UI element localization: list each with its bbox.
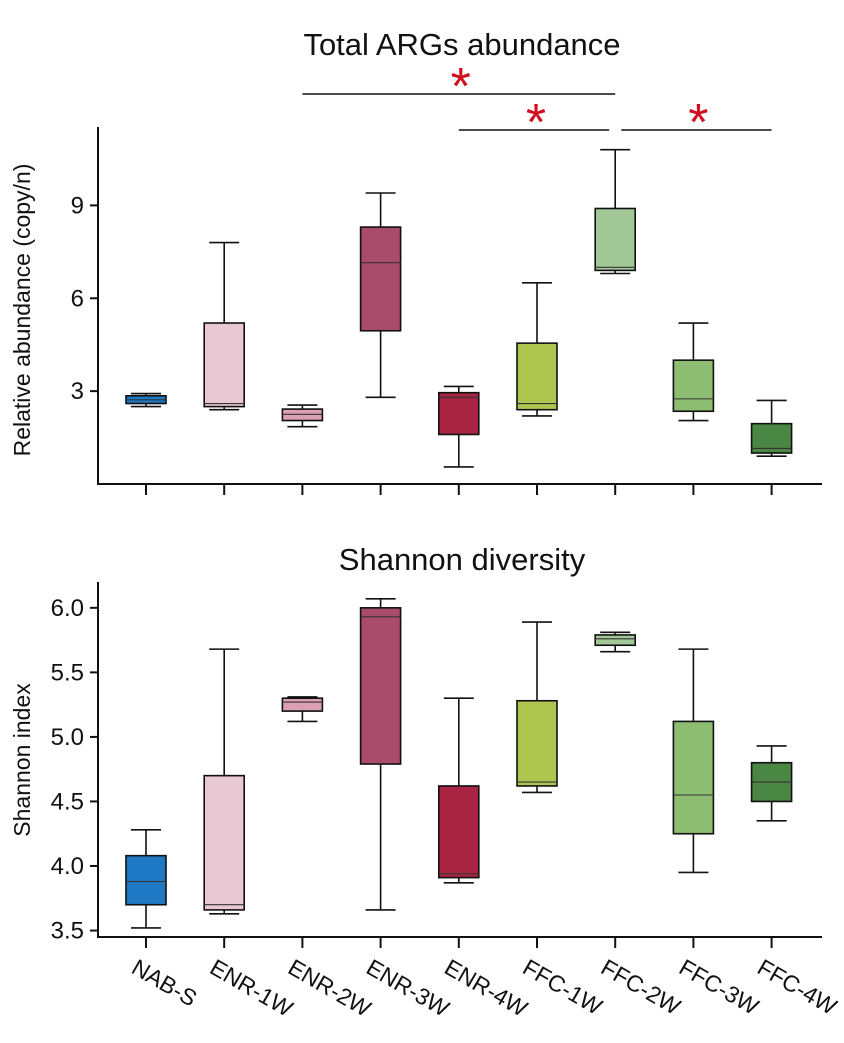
shannon-y-tick-label: 5.5 [51, 659, 84, 686]
category-label: ENR-3W [362, 954, 454, 1022]
abundance-y-tick-label: 3 [71, 378, 84, 405]
abundance-box-ffc-3w [672, 322, 715, 422]
category-label: FFC-2W [597, 954, 685, 1020]
shannon-y-axis-label: Shannon index [9, 683, 35, 837]
significance-star: * [451, 58, 471, 116]
category-label: FFC-4W [753, 954, 841, 1020]
shannon-y-tick-label: 6.0 [51, 595, 84, 622]
category-label: FFC-3W [675, 954, 763, 1020]
shannon-x-ticks [145, 937, 773, 948]
shannon-axes [97, 582, 822, 938]
abundance-axes [97, 127, 822, 485]
shannon-y-tick-label: 4.0 [51, 853, 84, 880]
category-labels: NAB-S ENR-1WENR-2WENR-3WENR-4WFFC-1WFFC-2… [128, 954, 842, 1022]
abundance-panel: Total ARGs abundance Relative abundance … [9, 27, 822, 495]
abundance-y-tick-label: 9 [71, 192, 84, 219]
abundance-box-enr-3w [359, 192, 402, 399]
abundance-y-axis-label: Relative abundance (copy/n) [9, 164, 35, 457]
shannon-box-ffc-1w [516, 621, 558, 794]
abundance-box-enr-2w [281, 404, 324, 428]
significance-star: * [526, 94, 546, 152]
shannon-box-enr-2w [281, 696, 324, 723]
abundance-box-enr-1w [203, 241, 245, 411]
shannon-boxes [125, 597, 793, 929]
abundance-box-nab-s [125, 392, 167, 408]
significance-star: * [688, 94, 708, 152]
abundance-title: Total ARGs abundance [303, 27, 620, 62]
iqr-box [516, 699, 558, 787]
iqr-box [672, 359, 715, 413]
shannon-box-enr-3w [359, 597, 402, 911]
iqr-box [203, 322, 245, 408]
iqr-box [437, 785, 480, 879]
category-label: ENR-2W [284, 954, 376, 1022]
abundance-box-ffc-1w [516, 281, 558, 417]
abundance-boxes [125, 148, 793, 468]
category-label: ENR-1W [206, 954, 298, 1022]
shannon-box-ffc-4w [750, 745, 793, 822]
iqr-box [437, 391, 480, 436]
shannon-box-enr-1w [203, 648, 245, 915]
abundance-box-ffc-4w [750, 399, 793, 457]
shannon-y-tick-label: 5.0 [51, 724, 84, 751]
category-label: FFC-1W [519, 954, 607, 1020]
abundance-x-ticks [145, 484, 773, 495]
abundance-y-ticks: 3 6 9 [71, 192, 98, 405]
abundance-box-enr-4w [437, 385, 480, 468]
shannon-y-tick-label: 3.5 [51, 918, 84, 945]
shannon-title: Shannon diversity [339, 542, 586, 577]
category-label: ENR-4W [440, 954, 532, 1022]
significance-brackets: * * * [302, 58, 772, 152]
shannon-panel: Shannon diversity Shannon index 3.5 4.0 4.… [9, 542, 842, 1022]
shannon-box-nab-s [125, 829, 167, 929]
iqr-box [594, 634, 637, 647]
shannon-box-ffc-2w [594, 631, 637, 653]
abundance-y-tick-label: 6 [71, 285, 84, 312]
iqr-box [359, 607, 402, 765]
abundance-box-ffc-2w [594, 148, 637, 275]
iqr-box [281, 697, 324, 712]
iqr-box [672, 720, 715, 835]
iqr-box [125, 854, 167, 906]
iqr-box [203, 774, 245, 911]
iqr-box [516, 342, 558, 411]
category-label: NAB-S [128, 954, 202, 1012]
iqr-box [359, 226, 402, 332]
shannon-box-ffc-3w [672, 648, 715, 874]
shannon-box-enr-4w [437, 697, 480, 884]
iqr-box [594, 207, 637, 272]
shannon-y-tick-label: 4.5 [51, 788, 84, 815]
shannon-y-ticks: 3.5 4.0 4.5 5.0 5.5 6.0 [51, 595, 98, 945]
